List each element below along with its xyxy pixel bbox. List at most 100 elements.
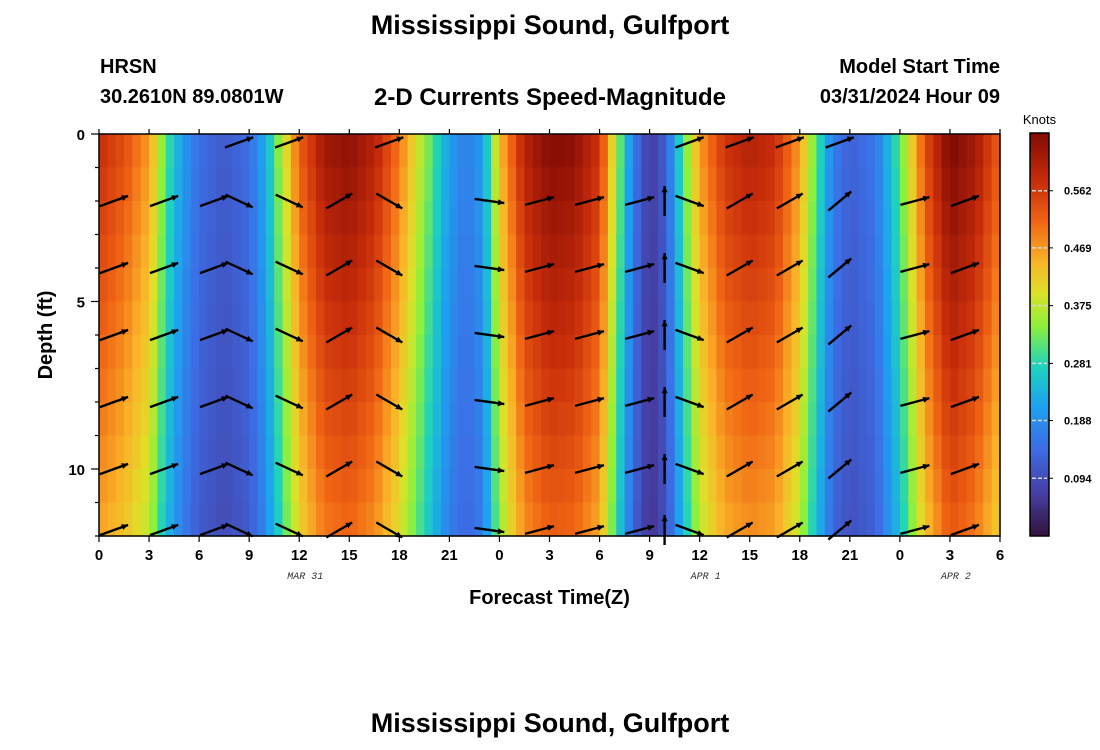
heatmap-cell [666, 502, 676, 537]
heatmap-cell [541, 234, 551, 269]
heatmap-cell [274, 234, 284, 269]
heatmap-cell [766, 402, 776, 437]
heatmap-cell [632, 469, 642, 504]
heatmap-cell [265, 469, 275, 504]
heatmap-cell [532, 167, 542, 202]
heatmap-cell [374, 368, 384, 403]
heatmap-cell [149, 134, 158, 169]
heatmap-cell [340, 502, 350, 537]
heatmap-cell [491, 335, 501, 370]
heatmap-cell [190, 502, 200, 537]
heatmap-cell [149, 502, 158, 537]
heatmap-cell [507, 167, 517, 202]
heatmap-cell [215, 268, 225, 303]
current-arrow [950, 523, 980, 537]
heatmap-cell [382, 368, 392, 403]
heatmap-cell [733, 268, 742, 303]
heatmap-cell [541, 368, 551, 403]
heatmap-cell [507, 502, 517, 537]
heatmap-cell [390, 234, 400, 269]
heatmap-cell [991, 268, 1001, 303]
heatmap-cell [240, 435, 250, 470]
heatmap-cell [457, 268, 467, 303]
heatmap-cell [324, 502, 334, 537]
heatmap-cell [274, 268, 284, 303]
heatmap-cell [549, 368, 559, 403]
heatmap-cell [766, 268, 776, 303]
heatmap-cell [457, 335, 467, 370]
heatmap-cell [215, 368, 225, 403]
current-arrow [827, 391, 853, 413]
heatmap-cell [474, 268, 484, 303]
heatmap-cell [215, 301, 225, 336]
heatmap-cell [399, 368, 409, 403]
current-arrow [624, 329, 655, 341]
heatmap-cell [866, 402, 876, 437]
heatmap-cell [207, 268, 217, 303]
heatmap-cell [199, 335, 209, 370]
heatmap-cell [874, 335, 884, 370]
heatmap-cell [232, 301, 242, 336]
heatmap-cell [224, 234, 234, 269]
heatmap-cell [557, 335, 567, 370]
current-arrow [726, 521, 754, 539]
heatmap-cell [724, 234, 734, 269]
heatmap-cell [157, 368, 167, 403]
heatmap-cell [265, 234, 275, 269]
heatmap-cell [307, 402, 317, 437]
heatmap-cell [499, 234, 509, 269]
heatmap-cell [382, 402, 392, 437]
current-arrow [661, 454, 668, 484]
current-arrow [624, 262, 655, 274]
x-tick-label: 21 [841, 547, 858, 564]
colorbar-tick-label: 0.188 [1064, 416, 1092, 428]
heatmap-cell [416, 368, 425, 403]
heatmap-cell [416, 301, 425, 336]
heatmap-cell [507, 234, 517, 269]
heatmap-cell [165, 301, 175, 336]
heatmap-cell [432, 301, 442, 336]
current-arrow [950, 462, 980, 476]
heatmap-cell [708, 335, 717, 370]
heatmap-cell [908, 234, 918, 269]
current-arrow [827, 190, 853, 212]
heatmap-cell [933, 167, 943, 202]
heatmap-cell [307, 335, 317, 370]
heatmap-cell [140, 134, 150, 169]
current-arrow [275, 193, 304, 209]
heatmap-cell [766, 134, 776, 169]
heatmap-cell [207, 134, 217, 169]
heatmap-cell [991, 234, 1001, 269]
x-tick-label: 21 [441, 547, 458, 564]
heatmap-cell [874, 234, 884, 269]
heatmap-cell [883, 368, 893, 403]
heatmap-cell [115, 201, 125, 236]
heatmap-cell [307, 234, 317, 269]
heatmap-cell [541, 402, 551, 437]
heatmap-cell [908, 335, 918, 370]
heatmap-cell [624, 167, 634, 202]
heatmap-cell [299, 167, 309, 202]
heatmap-cell [215, 469, 225, 504]
heatmap-cell [799, 234, 809, 269]
heatmap-cell [174, 134, 184, 169]
heatmap-cell [724, 167, 734, 202]
current-arrow [726, 192, 754, 210]
heatmap-cell [866, 301, 876, 336]
heatmap-cell [524, 201, 534, 236]
heatmap-cell [157, 134, 167, 169]
heatmap-cell [682, 335, 692, 370]
heatmap-cell [624, 502, 634, 537]
heatmap-cell [274, 201, 284, 236]
heatmap-cell [632, 301, 642, 336]
heatmap-cell [516, 134, 526, 169]
heatmap-cell [716, 368, 726, 403]
heatmap-cell [557, 268, 567, 303]
heatmap-cell [182, 234, 192, 269]
heatmap-cell [399, 502, 409, 537]
heatmap-cell [99, 368, 108, 403]
heatmap-cell [382, 469, 392, 504]
heatmap-cell [507, 469, 517, 504]
heatmap-cell [382, 502, 392, 537]
heatmap-cell [958, 335, 968, 370]
